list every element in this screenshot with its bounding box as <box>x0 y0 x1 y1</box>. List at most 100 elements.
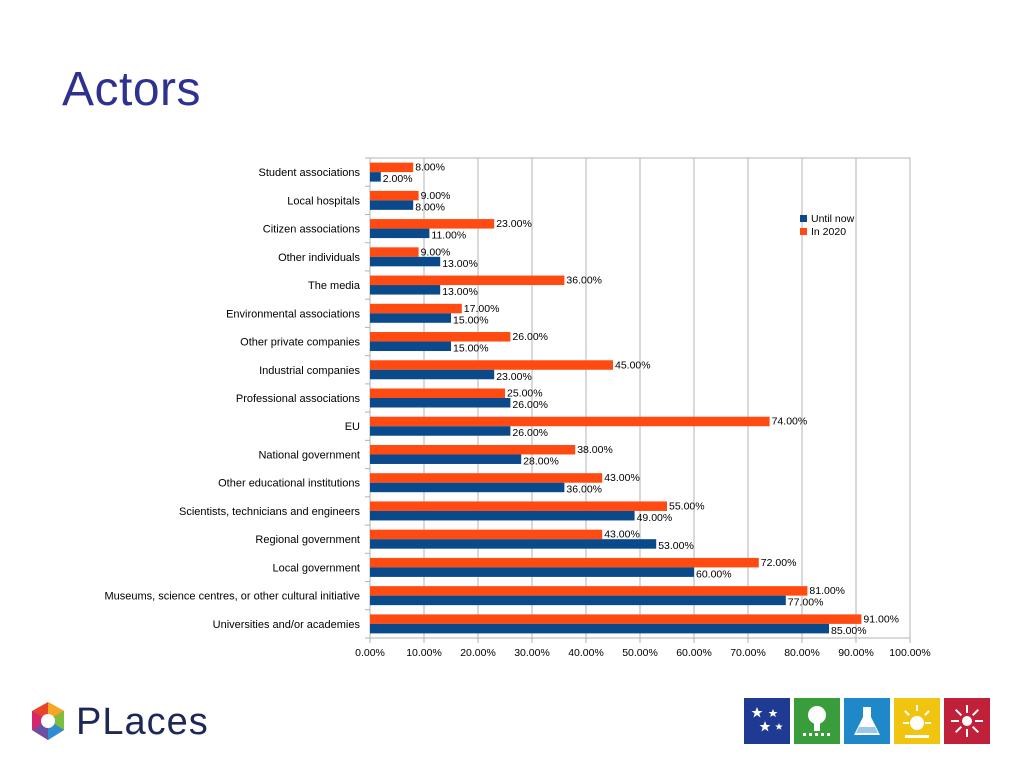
data-label-until-now: 26.00% <box>512 399 548 411</box>
x-tick-label: 0.00% <box>355 647 385 659</box>
bar-until-now <box>370 256 441 267</box>
legend-swatch <box>800 215 807 222</box>
bar-in-2020 <box>370 275 565 286</box>
category-label: Citizen associations <box>263 224 361 236</box>
x-tick-label: 30.00% <box>514 647 550 659</box>
data-label-until-now: 13.00% <box>442 258 478 270</box>
category-label: Scientists, technicians and engineers <box>179 506 360 518</box>
data-label-until-now: 28.00% <box>523 455 559 467</box>
flask-icon <box>844 698 890 744</box>
bar-in-2020 <box>370 501 667 511</box>
bar-in-2020 <box>370 162 414 173</box>
places-logo-mark-icon <box>32 702 64 740</box>
x-tick-label: 50.00% <box>622 647 658 659</box>
category-label: Local hospitals <box>287 195 360 207</box>
legend-label: In 2020 <box>811 226 846 238</box>
category-label: Universities and/or academies <box>213 619 361 631</box>
category-label: EU <box>345 421 360 433</box>
data-label-in-2020: 43.00% <box>604 529 640 541</box>
bar-in-2020 <box>370 388 505 398</box>
bar-in-2020 <box>370 332 511 342</box>
data-label-in-2020: 9.00% <box>421 246 451 258</box>
data-label-until-now: 13.00% <box>442 286 478 298</box>
category-label: National government <box>258 449 360 461</box>
data-label-until-now: 26.00% <box>512 427 548 439</box>
bar-in-2020 <box>370 219 495 229</box>
data-label-in-2020: 74.00% <box>772 416 808 428</box>
data-label-until-now: 23.00% <box>496 371 532 383</box>
x-tick-label: 20.00% <box>460 647 496 659</box>
category-label: Other private companies <box>240 337 360 349</box>
data-label-in-2020: 25.00% <box>507 388 543 400</box>
bar-in-2020 <box>370 529 603 540</box>
data-label-until-now: 77.00% <box>788 597 824 609</box>
bar-in-2020 <box>370 444 576 455</box>
bar-in-2020 <box>370 360 613 370</box>
data-label-in-2020: 55.00% <box>669 500 705 512</box>
data-label-until-now: 15.00% <box>453 314 489 326</box>
bar-until-now <box>370 595 786 606</box>
bar-until-now <box>370 398 511 408</box>
x-tick-label: 60.00% <box>676 647 712 659</box>
category-label: Industrial companies <box>259 365 360 377</box>
bar-until-now <box>370 567 694 577</box>
data-label-until-now: 15.00% <box>453 343 489 355</box>
category-label: Local government <box>273 562 360 574</box>
x-tick-label: 70.00% <box>730 647 766 659</box>
bar-in-2020 <box>370 190 419 201</box>
legend-label: Until now <box>811 213 855 225</box>
bar-in-2020 <box>370 614 862 624</box>
data-label-in-2020: 38.00% <box>577 444 613 456</box>
x-tick-label: 80.00% <box>784 647 820 659</box>
bar-in-2020 <box>370 303 462 314</box>
bar-until-now <box>370 285 441 295</box>
data-label-until-now: 49.00% <box>637 512 673 524</box>
data-label-in-2020: 36.00% <box>566 275 602 287</box>
bar-until-now <box>370 369 495 380</box>
x-tick-label: 40.00% <box>568 647 604 659</box>
category-label: Student associations <box>258 167 360 179</box>
spark-icon <box>944 698 990 744</box>
bar-until-now <box>370 539 657 549</box>
data-label-until-now: 2.00% <box>383 173 413 185</box>
data-label-in-2020: 91.00% <box>863 613 899 625</box>
bar-until-now <box>370 172 381 182</box>
data-label-until-now: 53.00% <box>658 540 694 552</box>
slide-title: Actors <box>62 63 202 116</box>
data-label-in-2020: 43.00% <box>604 472 640 484</box>
bar-until-now <box>370 510 635 521</box>
bar-in-2020 <box>370 473 603 483</box>
data-label-until-now: 8.00% <box>415 201 445 213</box>
theme-icon-strip <box>744 698 990 744</box>
data-label-until-now: 85.00% <box>831 625 867 637</box>
bar-until-now <box>370 200 414 210</box>
bar-until-now <box>370 313 451 323</box>
data-label-until-now: 11.00% <box>431 230 466 242</box>
category-label: Other individuals <box>278 252 360 264</box>
category-label: Environmental associations <box>226 308 360 320</box>
category-label: Professional associations <box>236 393 361 405</box>
category-label: Other educational institutions <box>218 478 360 490</box>
stars-icon <box>744 698 790 744</box>
sun-icon <box>894 698 940 744</box>
bar-in-2020 <box>370 557 759 568</box>
data-label-in-2020: 23.00% <box>496 218 532 230</box>
category-label: Regional government <box>255 534 360 546</box>
bar-until-now <box>370 341 451 352</box>
legend-swatch <box>800 228 807 235</box>
category-label: The media <box>308 280 361 292</box>
data-label-in-2020: 17.00% <box>464 303 500 315</box>
bar-until-now <box>370 454 522 464</box>
category-label: Museums, science centres, or other cultu… <box>104 591 360 603</box>
x-tick-label: 100.00% <box>889 647 930 659</box>
bar-chart: 0.00% 10.00% 20.00% 30.00% 40.00% 50.00% 60.00… <box>104 157 931 659</box>
bar-in-2020 <box>370 416 770 427</box>
bar-until-now <box>370 228 430 239</box>
data-label-until-now: 60.00% <box>696 568 732 580</box>
data-label-in-2020: 45.00% <box>615 359 651 371</box>
data-label-in-2020: 26.00% <box>512 331 548 343</box>
data-label-in-2020: 8.00% <box>415 162 445 174</box>
data-label-until-now: 36.00% <box>566 484 602 496</box>
data-label-in-2020: 72.00% <box>761 557 797 569</box>
x-tick-label: 10.00% <box>406 647 442 659</box>
